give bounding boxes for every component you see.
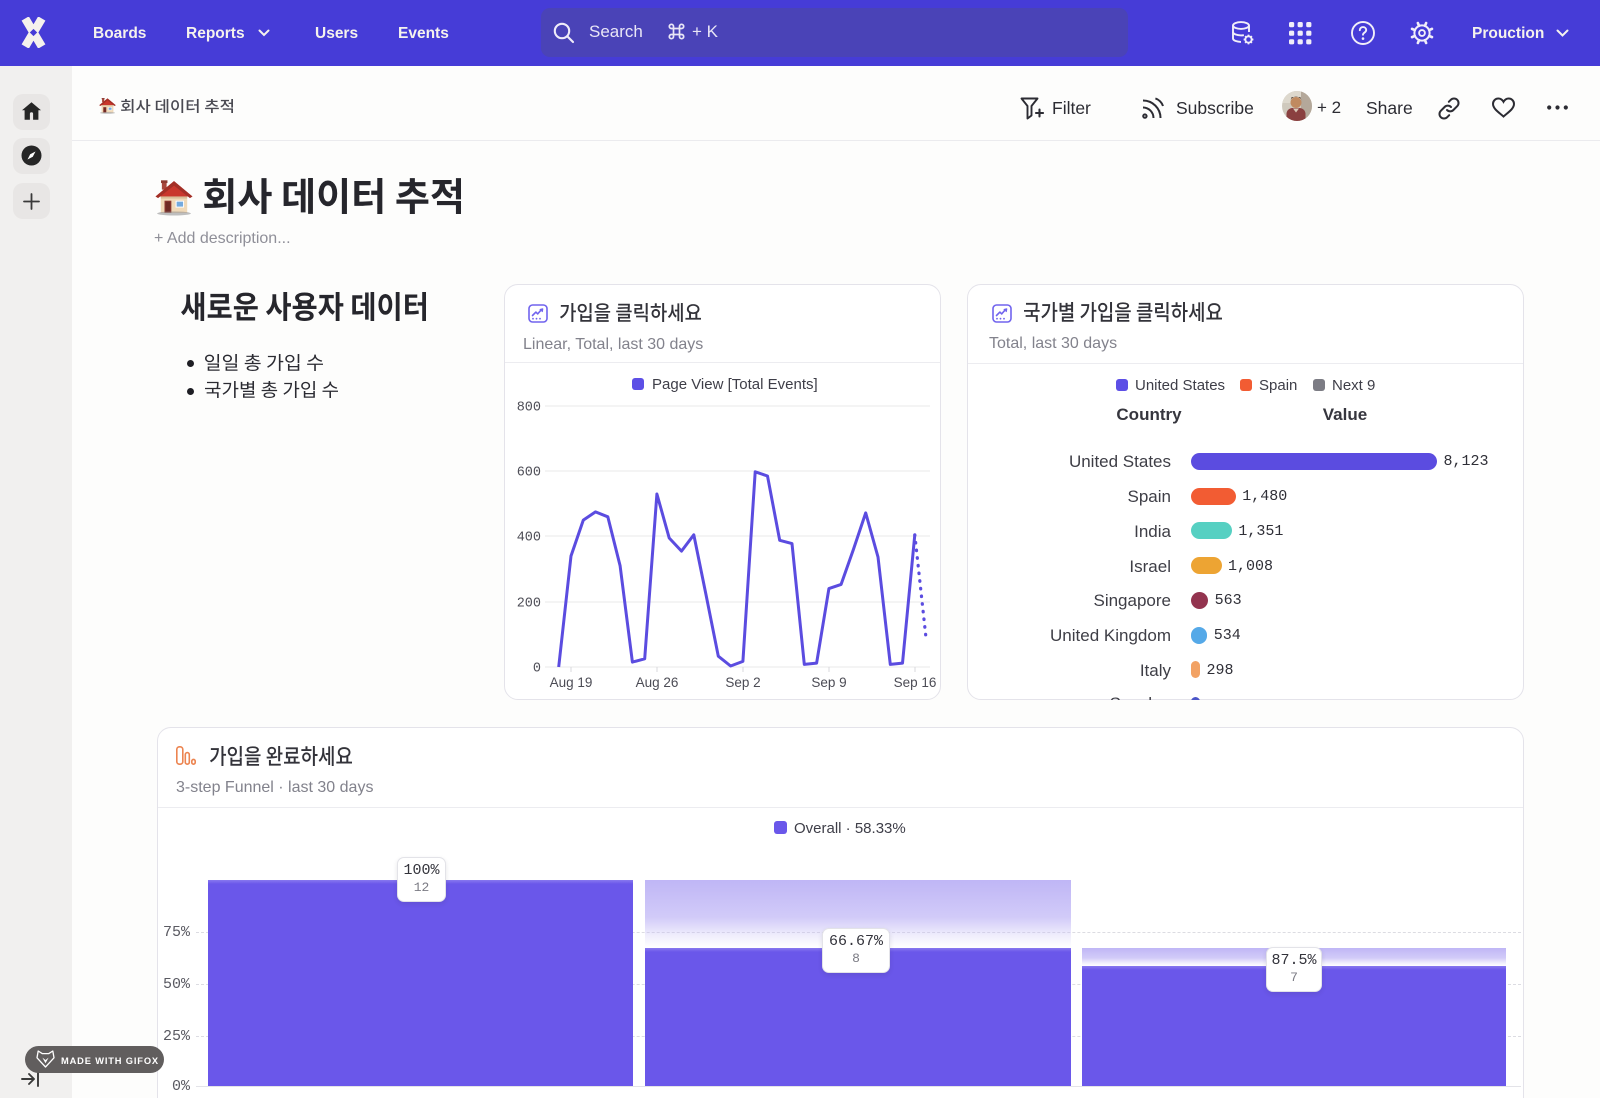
svg-text:Sep 16: Sep 16 — [894, 675, 937, 690]
svg-text:200: 200 — [517, 597, 541, 612]
svg-text:400: 400 — [517, 531, 541, 546]
svg-text:Sep 2: Sep 2 — [725, 675, 760, 690]
svg-text:800: 800 — [517, 401, 541, 416]
svg-text:0: 0 — [533, 662, 541, 677]
svg-text:Sep 9: Sep 9 — [811, 675, 846, 690]
svg-text:Aug 26: Aug 26 — [636, 675, 679, 690]
svg-text:600: 600 — [517, 466, 541, 481]
svg-text:Aug 19: Aug 19 — [550, 675, 593, 690]
